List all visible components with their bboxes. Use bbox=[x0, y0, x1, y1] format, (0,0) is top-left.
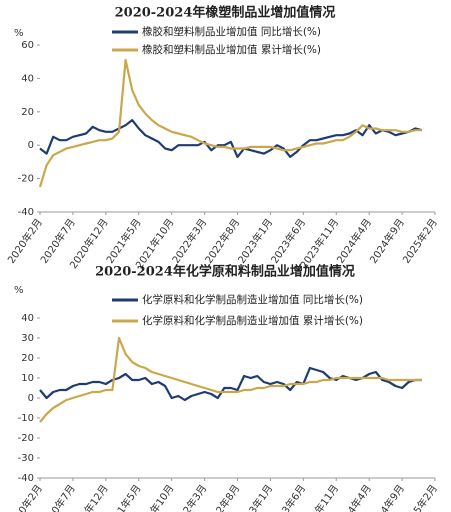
y-tick-label: -20 bbox=[18, 433, 34, 444]
x-tick-label: 2020年7月 bbox=[37, 482, 77, 512]
series-line bbox=[39, 336, 422, 423]
x-tick-label: 2020年2月 bbox=[5, 482, 45, 512]
y-tick-label: 0 bbox=[28, 140, 34, 151]
x-tick-label: 2021年5月 bbox=[103, 482, 143, 512]
y-unit: % bbox=[14, 285, 24, 296]
y-tick-label: 40 bbox=[21, 313, 34, 324]
legend-label: 化学原料和化学制品制造业增加值 同比增长(%) bbox=[142, 293, 363, 306]
x-tick-label: 2022年3月 bbox=[169, 482, 209, 512]
x-tick-label: 2025年2月 bbox=[400, 482, 440, 512]
x-tick-label: 2022年8月 bbox=[202, 482, 242, 512]
y-tick-label: 40 bbox=[21, 73, 34, 84]
y-tick-label: -40 bbox=[18, 207, 34, 218]
y-tick-label: 60 bbox=[21, 40, 34, 51]
y-unit: % bbox=[14, 28, 24, 39]
x-tick-label: 2023年6月 bbox=[268, 482, 308, 512]
y-tick-label: -10 bbox=[18, 413, 34, 424]
legend-label: 橡胶和塑料制品业增加值 同比增长(%) bbox=[142, 25, 321, 38]
chart-title: 2020-2024年橡塑制品业增加值情况 bbox=[115, 5, 336, 21]
y-tick-label: 10 bbox=[21, 373, 34, 384]
y-tick-label: 0 bbox=[28, 393, 34, 404]
y-tick-label: 20 bbox=[21, 353, 34, 364]
y-tick-label: -40 bbox=[18, 473, 34, 484]
y-tick-label: -20 bbox=[18, 174, 34, 185]
x-tick-label: 2024年4月 bbox=[334, 482, 374, 512]
x-tick-label: 2023年1月 bbox=[235, 482, 275, 512]
x-tick-label: 2024年9月 bbox=[367, 482, 407, 512]
series-line bbox=[38, 58, 422, 188]
legend-label: 化学原料和化学制品制造业增加值 累计增长(%) bbox=[142, 314, 363, 327]
legend-label: 橡胶和塑料制品业增加值 累计增长(%) bbox=[142, 43, 321, 56]
series-line bbox=[39, 119, 423, 158]
chart-title: 2020-2024年化学原和料制品业增加值情况 bbox=[95, 264, 355, 280]
y-tick-label: -30 bbox=[18, 453, 34, 464]
series-line bbox=[39, 366, 422, 402]
y-tick-label: 20 bbox=[21, 107, 34, 118]
y-tick-label: 30 bbox=[21, 333, 34, 344]
